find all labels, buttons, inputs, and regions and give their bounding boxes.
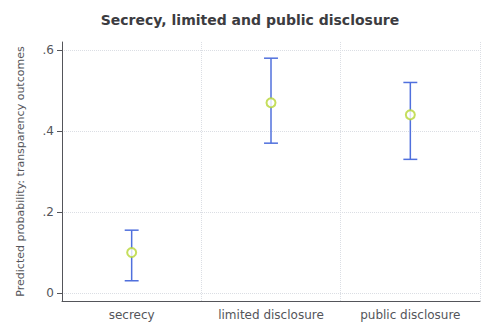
svg-text:public disclosure: public disclosure [360,308,460,322]
svg-text:.2: .2 [43,205,54,219]
svg-text:limited disclosure: limited disclosure [218,308,324,322]
svg-text:Secrecy, limited and public di: Secrecy, limited and public disclosure [101,12,400,28]
svg-text:0: 0 [46,286,54,300]
svg-text:secrecy: secrecy [109,308,155,322]
svg-text:Predicted probability: transpa: Predicted probability: transparency outc… [14,46,27,297]
svg-text:.6: .6 [43,43,54,57]
svg-text:.4: .4 [43,124,54,138]
